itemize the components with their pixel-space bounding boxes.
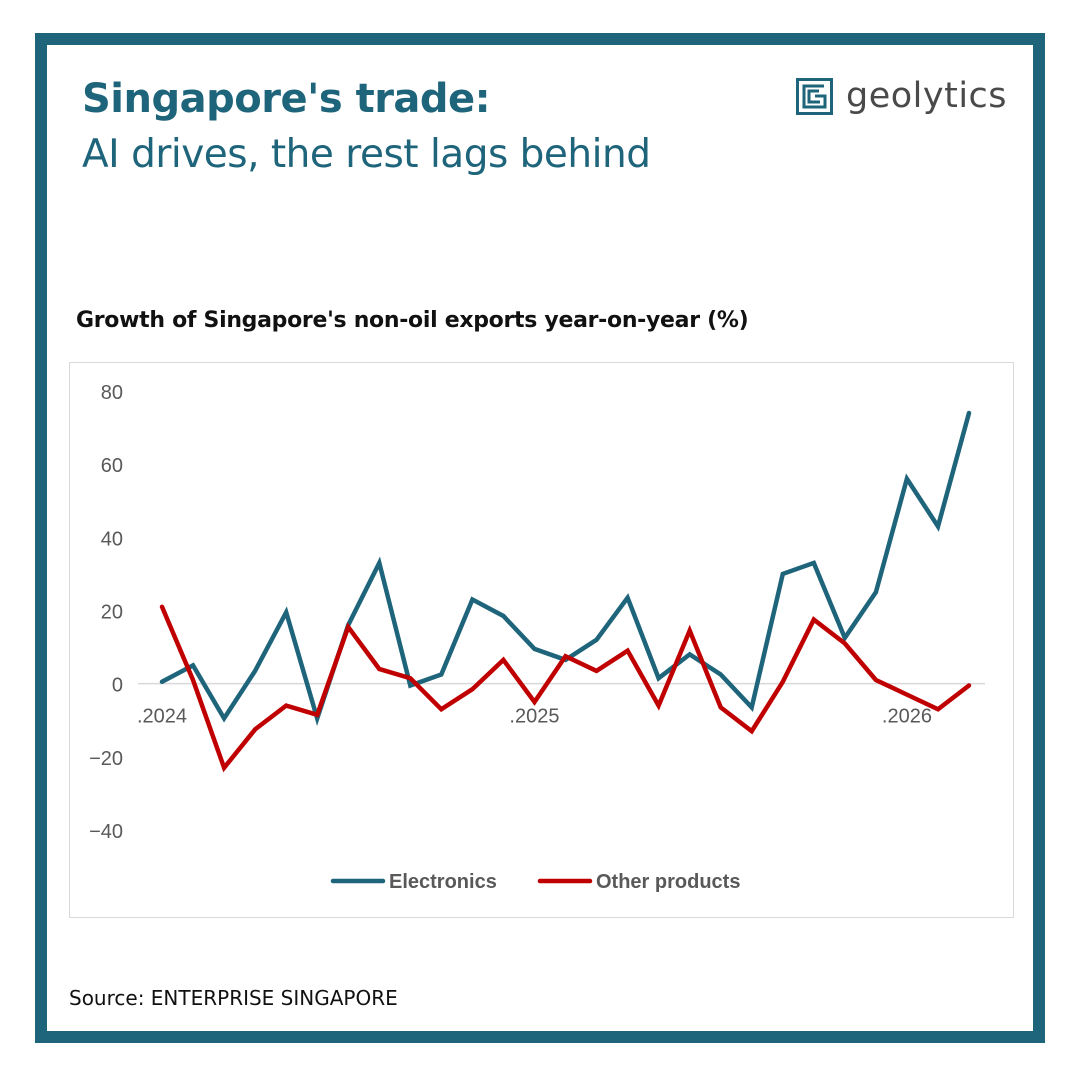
headline: Singapore's trade: <box>82 76 491 122</box>
legend-label: Other products <box>596 871 740 893</box>
y-tick-label: 0 <box>112 675 123 697</box>
geolytics-logo-icon <box>796 77 833 115</box>
y-tick-label: 20 <box>101 602 123 624</box>
plot-area <box>69 362 1014 918</box>
chart-title: Growth of Singapore's non-oil exports ye… <box>76 308 749 333</box>
subheadline: AI drives, the rest lags behind <box>82 132 651 177</box>
x-tick-label: .2024 <box>137 706 187 728</box>
y-tick-label: −40 <box>89 821 123 843</box>
series-line-electronics <box>159 410 972 726</box>
y-tick-label: 60 <box>101 455 123 477</box>
y-tick-label: 80 <box>101 382 123 404</box>
x-tick-label: .2026 <box>882 706 932 728</box>
brand-name: geolytics <box>846 76 1008 116</box>
source-note: Source: ENTERPRISE SINGAPORE <box>69 986 398 1010</box>
legend-label: Electronics <box>389 871 497 893</box>
series-line-other-products <box>159 604 972 773</box>
y-tick-label: −20 <box>89 748 123 770</box>
x-tick-label: .2025 <box>509 706 559 728</box>
y-tick-label: 40 <box>101 528 123 550</box>
brand: geolytics <box>796 74 1007 118</box>
